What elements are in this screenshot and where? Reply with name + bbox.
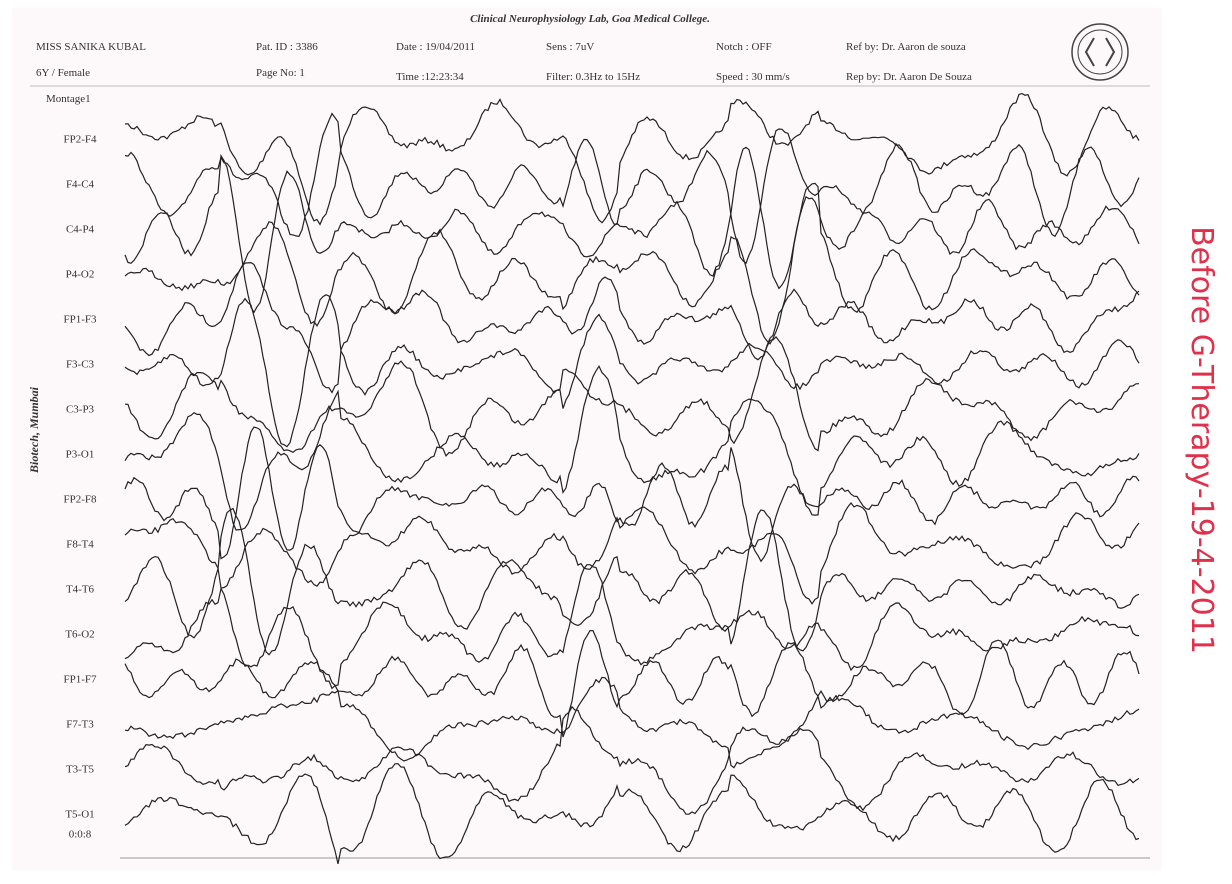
timestamp: 0:0:8: [69, 829, 92, 841]
eeg-trace: [124, 182, 1140, 345]
eeg-trace: [124, 763, 1140, 865]
speed: Speed : 30 mm/s: [716, 71, 790, 83]
patient-name: MISS SANIKA KUBAL: [36, 41, 146, 53]
eeg-trace: [124, 426, 1140, 563]
rep-by: Rep by: Dr. Aaron De Souza: [846, 71, 972, 83]
channel-label: F4-C4: [66, 179, 95, 191]
filter: Filter: 0.3Hz to 15Hz: [546, 71, 640, 83]
sens: Sens : 7uV: [546, 41, 594, 53]
channel-label: T3-T5: [66, 764, 95, 776]
channel-label: FP1-F7: [63, 674, 97, 686]
channel-label: P4-O2: [66, 269, 95, 281]
page-no: Page No: 1: [256, 67, 305, 79]
eeg-trace: [124, 705, 1140, 815]
eeg-trace: [124, 294, 1140, 448]
age-sex: 6Y / Female: [36, 67, 90, 79]
channel-label: F8-T4: [66, 539, 94, 551]
channel-label: T5-O1: [65, 809, 94, 821]
channel-label: FP2-F8: [63, 494, 97, 506]
eeg-trace: [124, 502, 1140, 605]
eeg-trace: [124, 335, 1140, 458]
eeg-trace: [124, 92, 1140, 226]
eeg-trace: [124, 261, 1140, 394]
channel-label: F7-T3: [66, 719, 94, 731]
eeg-trace: [124, 146, 1140, 314]
traces: [124, 92, 1140, 865]
channel-label: C4-P4: [66, 224, 95, 236]
notch: Notch : OFF: [716, 41, 772, 53]
eeg-trace: [124, 507, 1140, 656]
channel-label: FP2-F4: [63, 134, 97, 146]
patient-id: Pat. ID : 3386: [256, 41, 318, 53]
time: Time :12:23:34: [396, 71, 464, 83]
channel-label: FP1-F3: [63, 314, 97, 326]
ref-by: Ref by: Dr. Aaron de souza: [846, 41, 966, 53]
side-text: Biotech, Mumbai: [27, 386, 41, 474]
lab-title: Clinical Neurophysiology Lab, Goa Medica…: [470, 13, 710, 25]
channel-label: T4-T6: [66, 584, 95, 596]
eeg-trace: [124, 629, 1140, 738]
eeg-trace: [124, 676, 1140, 769]
paper: [12, 8, 1162, 870]
eeg-trace: [124, 112, 1140, 265]
channel-label: C3-P3: [66, 404, 95, 416]
eeg-trace: [124, 564, 1140, 690]
eeg-trace: [124, 364, 1140, 531]
channel-label: P3-O1: [66, 449, 95, 461]
logo: [1071, 23, 1129, 81]
handwritten-note: Before G-Therapy-19-4-2011: [1184, 226, 1219, 654]
channel-label: T6-O2: [65, 629, 94, 641]
channel-label: F3-C3: [66, 359, 95, 371]
montage: Montage1: [46, 93, 91, 105]
date: Date : 19/04/2011: [396, 41, 475, 53]
